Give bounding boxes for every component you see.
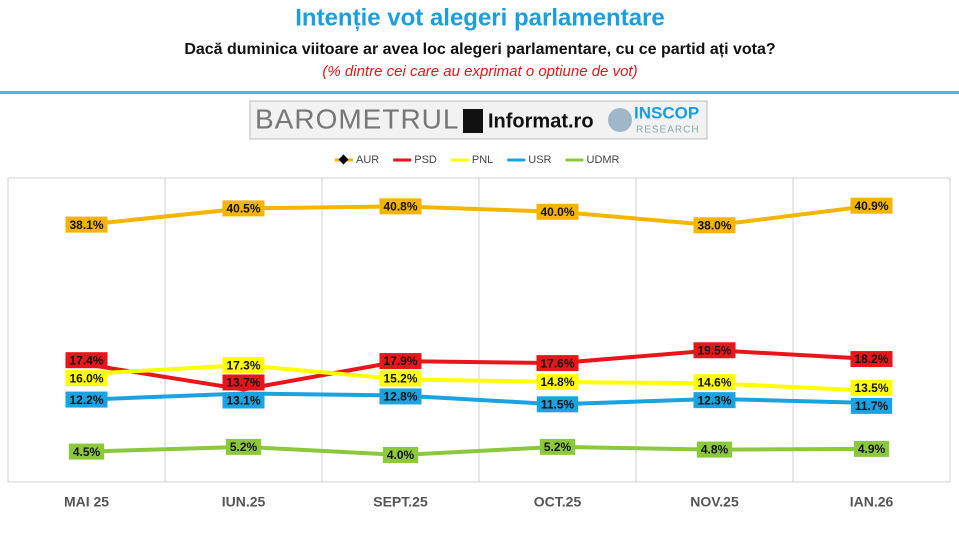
value-label: 16.0% — [69, 371, 103, 385]
value-label-box — [693, 374, 736, 391]
header-rule — [0, 91, 959, 94]
value-label-box — [850, 351, 893, 368]
legend-marker — [338, 154, 349, 165]
series-line — [86, 391, 872, 407]
value-label: 13.1% — [226, 394, 260, 408]
value-label-box — [68, 443, 105, 460]
value-label: 19.5% — [697, 343, 731, 357]
logo-brand: INSCOP — [634, 103, 699, 122]
value-label-box — [379, 388, 422, 405]
value-label: 17.9% — [383, 354, 417, 368]
x-tick-label: OCT.25 — [534, 494, 582, 510]
value-label-box — [853, 440, 890, 457]
value-label: 38.0% — [697, 218, 731, 232]
value-label-box — [379, 370, 422, 387]
value-label-box — [65, 352, 108, 369]
value-label-box — [225, 438, 262, 455]
value-label-box — [222, 200, 265, 217]
value-label: 12.8% — [383, 390, 417, 404]
value-label: 40.5% — [226, 202, 260, 216]
value-label-box — [536, 355, 579, 372]
value-label-box — [693, 342, 736, 359]
value-label: 4.8% — [701, 443, 729, 457]
value-label-box — [693, 217, 736, 234]
value-label-box — [222, 374, 265, 391]
value-label: 38.1% — [69, 218, 103, 232]
value-label: 4.5% — [73, 445, 101, 459]
value-label: 17.6% — [540, 356, 574, 370]
value-label: 40.9% — [854, 199, 888, 213]
value-label-box — [222, 357, 265, 374]
logo-barometer: BAROMETRUL — [255, 103, 459, 134]
value-label-box — [536, 396, 579, 413]
value-label: 15.2% — [383, 372, 417, 386]
x-tick-label: IUN.25 — [222, 494, 266, 510]
value-label: 13.5% — [854, 381, 888, 395]
value-label: 4.9% — [858, 442, 886, 456]
logo-globe — [608, 108, 632, 132]
value-label-box — [65, 370, 108, 387]
series-line — [86, 444, 872, 457]
value-label-box — [539, 438, 576, 455]
value-label: 11.7% — [855, 399, 889, 413]
legend-label: USR — [528, 154, 551, 166]
x-tick-label: IAN.26 — [850, 494, 894, 510]
legend-label: AUR — [356, 154, 379, 166]
value-label-box — [850, 197, 893, 214]
value-label-box — [65, 216, 108, 233]
series-line — [86, 348, 872, 392]
value-label: 18.2% — [854, 352, 888, 366]
value-label-box — [536, 374, 579, 391]
legend-label: PSD — [414, 154, 437, 166]
value-label: 12.2% — [69, 393, 103, 407]
value-label: 4.0% — [387, 448, 415, 462]
chart-note: (% dintre cei care au exprimat o optiune… — [322, 63, 637, 80]
value-label-box — [65, 391, 108, 408]
value-label: 40.0% — [540, 205, 574, 219]
series-line — [86, 363, 872, 393]
value-label: 17.4% — [69, 353, 103, 367]
chart-subtitle: Dacă duminica viitoare ar avea loc alege… — [184, 41, 775, 58]
x-tick-label: NOV.25 — [690, 494, 739, 510]
x-tick-label: MAI 25 — [64, 494, 109, 510]
value-label: 12.3% — [697, 393, 731, 407]
value-label-box — [382, 446, 419, 463]
logo-partner: Informat.ro — [488, 110, 594, 132]
value-label-box — [222, 392, 265, 409]
value-label-box — [536, 203, 579, 220]
value-label-box — [379, 353, 422, 370]
value-label-box — [693, 392, 736, 409]
logo-icon — [463, 109, 483, 133]
legend-label: PNL — [472, 154, 493, 166]
value-label: 14.8% — [540, 375, 574, 389]
value-label-box — [696, 441, 733, 458]
chart-title: Intenție vot alegeri parlamentare — [295, 4, 664, 31]
value-label: 5.2% — [230, 440, 258, 454]
value-label: 14.6% — [697, 375, 731, 389]
value-label: 17.3% — [226, 358, 260, 372]
x-tick-label: SEPT.25 — [373, 494, 428, 510]
value-label-box — [850, 379, 893, 396]
legend-label: UDMR — [587, 154, 620, 166]
value-label: 11.5% — [541, 397, 575, 411]
value-label: 5.2% — [544, 440, 572, 454]
value-label-box — [379, 198, 422, 215]
value-label-box — [850, 397, 893, 414]
series-line — [86, 203, 872, 228]
value-label: 40.8% — [383, 200, 417, 214]
value-label: 13.7% — [226, 376, 260, 390]
logo-brand-sub: RESEARCH — [636, 125, 700, 136]
